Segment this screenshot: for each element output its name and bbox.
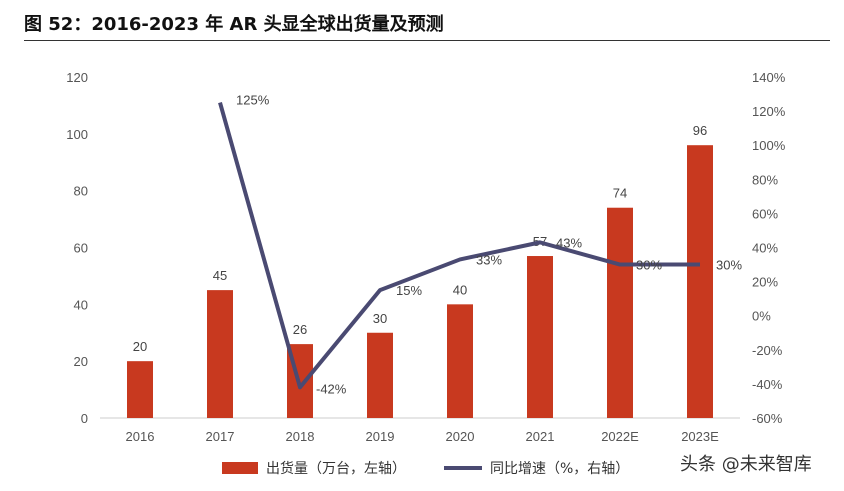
x-tick-label: 2016 — [126, 429, 155, 444]
x-tick-label: 2023E — [681, 429, 719, 444]
line-value-label: 43% — [556, 235, 582, 250]
growth-line — [218, 102, 700, 390]
y-left-tick-label: 120 — [66, 70, 88, 85]
x-tick-label: 2017 — [206, 429, 235, 444]
bar-value-label: 20 — [133, 339, 147, 354]
bar — [687, 145, 713, 418]
x-tick-label: 2018 — [286, 429, 315, 444]
x-tick-label: 2022E — [601, 429, 639, 444]
line-value-label: 30% — [716, 258, 742, 273]
line-value-label: -42% — [316, 381, 347, 396]
y-right-tick-label: 120% — [752, 104, 786, 119]
y-left-tick-label: 100 — [66, 127, 88, 142]
y-right-tick-label: -20% — [752, 343, 783, 358]
x-tick-label: 2020 — [446, 429, 475, 444]
y-right-tick-label: 100% — [752, 138, 786, 153]
y-left-tick-label: 0 — [81, 411, 88, 426]
line-value-label: 125% — [236, 93, 270, 108]
y-right-tick-label: 20% — [752, 275, 778, 290]
bar-value-label: 26 — [293, 322, 307, 337]
bar — [207, 290, 233, 418]
legend-bar-swatch — [222, 462, 258, 474]
y-right-tick-label: 60% — [752, 206, 778, 221]
bar-value-label: 96 — [693, 123, 707, 138]
y-left-tick-label: 80 — [74, 184, 88, 199]
y-left-tick-label: 40 — [74, 297, 88, 312]
title-bar: 图 52：2016-2023 年 AR 头显全球出货量及预测 — [24, 10, 830, 41]
x-tick-label: 2019 — [366, 429, 395, 444]
y-right-tick-label: 80% — [752, 172, 778, 187]
line-value-label: 15% — [396, 283, 422, 298]
y-right-tick-label: 40% — [752, 241, 778, 256]
y-right-tick-label: 140% — [752, 70, 786, 85]
line-value-label: 30% — [636, 258, 662, 273]
chart-title: 图 52：2016-2023 年 AR 头显全球出货量及预测 — [24, 14, 444, 35]
bar-value-label: 45 — [213, 268, 227, 283]
bar — [607, 207, 633, 418]
y-right-tick-label: -40% — [752, 377, 783, 392]
watermark: 头条 @未来智库 — [676, 450, 816, 476]
line-value-label: 33% — [476, 252, 502, 267]
bar-value-label: 30 — [373, 311, 387, 326]
bar — [367, 332, 393, 418]
y-left-tick-label: 20 — [74, 354, 88, 369]
bar-value-label: 40 — [453, 282, 467, 297]
y-right-tick-label: -60% — [752, 411, 783, 426]
bar — [527, 256, 553, 418]
legend-bar-label: 出货量（万台，左轴） — [266, 460, 406, 477]
x-tick-label: 2021 — [526, 429, 555, 444]
bar — [447, 304, 473, 418]
bar-value-label: 74 — [613, 186, 627, 201]
y-right-tick-label: 0% — [752, 309, 771, 324]
bar — [127, 361, 153, 418]
y-left-tick-label: 60 — [74, 241, 88, 256]
legend-line-label: 同比增速（%，右轴） — [490, 461, 629, 477]
